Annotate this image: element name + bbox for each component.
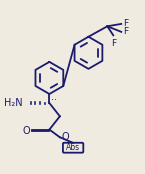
Text: Abs: Abs	[66, 143, 80, 152]
Text: F: F	[123, 19, 128, 28]
Text: H₂N: H₂N	[4, 98, 23, 108]
Text: ..: ..	[51, 92, 57, 102]
Text: F: F	[111, 39, 116, 48]
FancyBboxPatch shape	[63, 143, 83, 153]
Text: O: O	[22, 126, 30, 136]
Text: F: F	[123, 27, 128, 36]
Text: O: O	[61, 132, 69, 142]
